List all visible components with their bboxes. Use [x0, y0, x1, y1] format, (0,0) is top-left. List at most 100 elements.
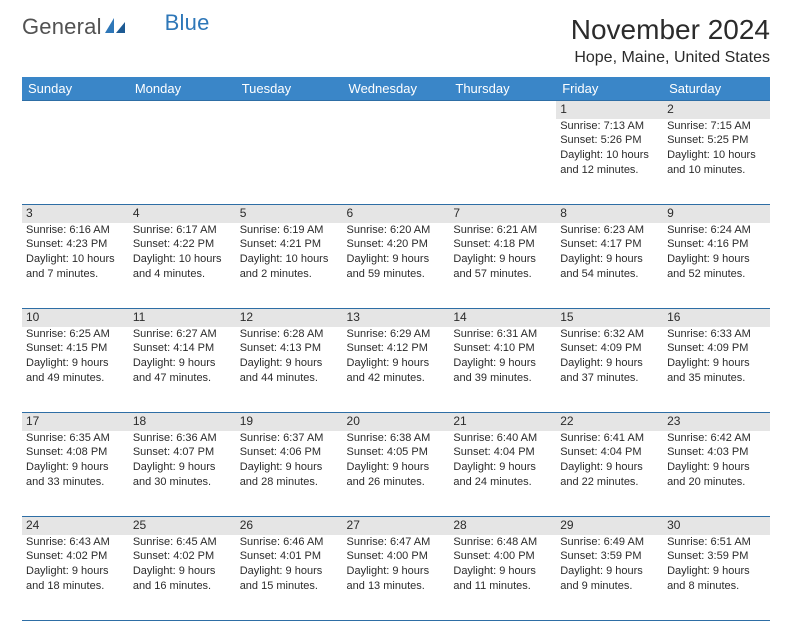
day-ss: Sunset: 4:06 PM: [240, 445, 339, 460]
day-info: Sunrise: 6:51 AMSunset: 3:59 PMDaylight:…: [663, 535, 770, 621]
day-ss: Sunset: 4:17 PM: [560, 237, 659, 252]
day-number: 12: [236, 309, 343, 327]
day-info: Sunrise: 6:17 AMSunset: 4:22 PMDaylight:…: [129, 223, 236, 309]
day-d2: and 57 minutes.: [453, 267, 552, 282]
day-info: Sunrise: 6:45 AMSunset: 4:02 PMDaylight:…: [129, 535, 236, 621]
empty-cell: [236, 119, 343, 205]
day-number: 8: [556, 205, 663, 223]
day-d1: Daylight: 9 hours: [667, 564, 766, 579]
empty-cell: [343, 101, 450, 119]
day-info: Sunrise: 6:36 AMSunset: 4:07 PMDaylight:…: [129, 431, 236, 517]
day-number: 22: [556, 413, 663, 431]
day-number: 5: [236, 205, 343, 223]
day-d1: Daylight: 9 hours: [347, 460, 446, 475]
weekday-header: Monday: [129, 77, 236, 101]
day-d2: and 33 minutes.: [26, 475, 125, 490]
day-sr: Sunrise: 6:31 AM: [453, 327, 552, 342]
day-ss: Sunset: 4:14 PM: [133, 341, 232, 356]
day-number: 19: [236, 413, 343, 431]
day-sr: Sunrise: 6:40 AM: [453, 431, 552, 446]
day-sr: Sunrise: 6:33 AM: [667, 327, 766, 342]
day-ss: Sunset: 4:05 PM: [347, 445, 446, 460]
day-ss: Sunset: 4:16 PM: [667, 237, 766, 252]
day-sr: Sunrise: 6:19 AM: [240, 223, 339, 238]
day-d1: Daylight: 9 hours: [240, 564, 339, 579]
day-sr: Sunrise: 6:24 AM: [667, 223, 766, 238]
day-ss: Sunset: 4:23 PM: [26, 237, 125, 252]
day-sr: Sunrise: 7:15 AM: [667, 119, 766, 134]
day-info: Sunrise: 6:47 AMSunset: 4:00 PMDaylight:…: [343, 535, 450, 621]
day-number: 24: [22, 517, 129, 535]
day-d2: and 49 minutes.: [26, 371, 125, 386]
day-sr: Sunrise: 6:27 AM: [133, 327, 232, 342]
day-d2: and 39 minutes.: [453, 371, 552, 386]
day-sr: Sunrise: 6:16 AM: [26, 223, 125, 238]
day-ss: Sunset: 4:18 PM: [453, 237, 552, 252]
day-number: 2: [663, 101, 770, 119]
day-d1: Daylight: 10 hours: [667, 148, 766, 163]
day-number: 20: [343, 413, 450, 431]
month-title: November 2024: [571, 14, 770, 46]
day-d1: Daylight: 9 hours: [133, 356, 232, 371]
day-info: Sunrise: 6:32 AMSunset: 4:09 PMDaylight:…: [556, 327, 663, 413]
day-number: 23: [663, 413, 770, 431]
logo-sail-icon: [105, 14, 127, 40]
empty-cell: [22, 119, 129, 205]
weekday-header: Thursday: [449, 77, 556, 101]
day-sr: Sunrise: 6:36 AM: [133, 431, 232, 446]
day-ss: Sunset: 4:07 PM: [133, 445, 232, 460]
day-number: 13: [343, 309, 450, 327]
day-d2: and 11 minutes.: [453, 579, 552, 594]
day-info: Sunrise: 6:43 AMSunset: 4:02 PMDaylight:…: [22, 535, 129, 621]
day-d1: Daylight: 10 hours: [133, 252, 232, 267]
day-d2: and 35 minutes.: [667, 371, 766, 386]
day-number: 18: [129, 413, 236, 431]
day-info: Sunrise: 6:40 AMSunset: 4:04 PMDaylight:…: [449, 431, 556, 517]
day-ss: Sunset: 4:09 PM: [667, 341, 766, 356]
day-d1: Daylight: 9 hours: [560, 564, 659, 579]
weekday-header: Wednesday: [343, 77, 450, 101]
day-sr: Sunrise: 6:45 AM: [133, 535, 232, 550]
day-ss: Sunset: 4:02 PM: [26, 549, 125, 564]
day-number: 7: [449, 205, 556, 223]
day-sr: Sunrise: 6:49 AM: [560, 535, 659, 550]
day-info: Sunrise: 6:23 AMSunset: 4:17 PMDaylight:…: [556, 223, 663, 309]
empty-cell: [129, 119, 236, 205]
day-sr: Sunrise: 6:25 AM: [26, 327, 125, 342]
day-number: 25: [129, 517, 236, 535]
day-ss: Sunset: 4:12 PM: [347, 341, 446, 356]
day-d1: Daylight: 9 hours: [347, 564, 446, 579]
day-info: Sunrise: 6:33 AMSunset: 4:09 PMDaylight:…: [663, 327, 770, 413]
day-ss: Sunset: 4:15 PM: [26, 341, 125, 356]
day-ss: Sunset: 4:13 PM: [240, 341, 339, 356]
day-d1: Daylight: 9 hours: [667, 460, 766, 475]
day-info: Sunrise: 7:15 AMSunset: 5:25 PMDaylight:…: [663, 119, 770, 205]
day-sr: Sunrise: 6:43 AM: [26, 535, 125, 550]
day-sr: Sunrise: 6:46 AM: [240, 535, 339, 550]
day-sr: Sunrise: 6:48 AM: [453, 535, 552, 550]
empty-cell: [129, 101, 236, 119]
info-row: Sunrise: 6:35 AMSunset: 4:08 PMDaylight:…: [22, 431, 770, 517]
info-row: Sunrise: 6:25 AMSunset: 4:15 PM Daylight:…: [22, 327, 770, 413]
day-number: 11: [129, 309, 236, 327]
day-info: Sunrise: 6:37 AMSunset: 4:06 PMDaylight:…: [236, 431, 343, 517]
day-info: Sunrise: 6:41 AMSunset: 4:04 PMDaylight:…: [556, 431, 663, 517]
day-d2: and 26 minutes.: [347, 475, 446, 490]
day-info: Sunrise: 6:35 AMSunset: 4:08 PMDaylight:…: [22, 431, 129, 517]
day-d2: and 2 minutes.: [240, 267, 339, 282]
day-d2: and 37 minutes.: [560, 371, 659, 386]
day-d1: Daylight: 9 hours: [347, 356, 446, 371]
day-ss: Sunset: 4:04 PM: [453, 445, 552, 460]
weekday-header: Sunday: [22, 77, 129, 101]
day-info: Sunrise: 6:27 AMSunset: 4:14 PMDaylight:…: [129, 327, 236, 413]
day-d1: Daylight: 9 hours: [453, 356, 552, 371]
day-d2: and 18 minutes.: [26, 579, 125, 594]
day-d1: Daylight: 9 hours: [667, 252, 766, 267]
calendar-table: SundayMondayTuesdayWednesdayThursdayFrid…: [22, 77, 770, 621]
day-ss: Sunset: 3:59 PM: [667, 549, 766, 564]
title-block: November 2024 Hope, Maine, United States: [571, 14, 770, 67]
daynum-row: 3456789: [22, 205, 770, 223]
day-d2: and 42 minutes.: [347, 371, 446, 386]
weekday-header: Tuesday: [236, 77, 343, 101]
day-ss: Sunset: 5:25 PM: [667, 133, 766, 148]
